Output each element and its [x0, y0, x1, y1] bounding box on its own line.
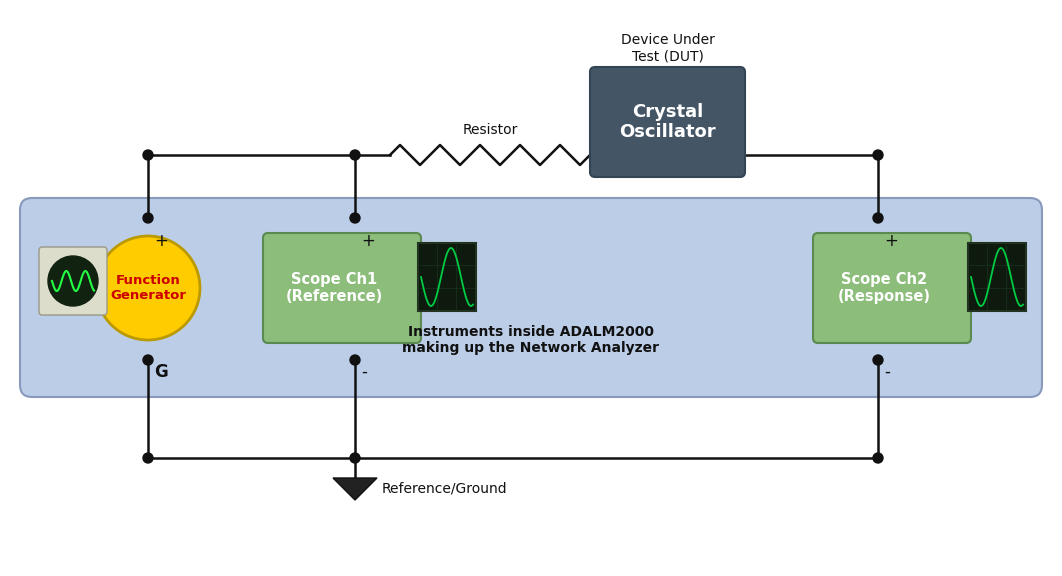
Circle shape	[873, 355, 883, 365]
Circle shape	[873, 150, 883, 160]
Text: G: G	[154, 363, 168, 381]
FancyBboxPatch shape	[418, 243, 476, 311]
Text: -: -	[884, 363, 890, 381]
FancyBboxPatch shape	[20, 198, 1042, 397]
Circle shape	[873, 213, 883, 223]
Circle shape	[143, 213, 153, 223]
Text: Function
Generator: Function Generator	[110, 274, 186, 302]
Circle shape	[143, 150, 153, 160]
FancyBboxPatch shape	[590, 67, 746, 177]
Text: -: -	[361, 363, 366, 381]
Circle shape	[350, 355, 360, 365]
Text: Resistor: Resistor	[462, 123, 517, 137]
Text: +: +	[154, 232, 168, 250]
Circle shape	[350, 150, 360, 160]
Text: Scope Ch1
(Reference): Scope Ch1 (Reference)	[286, 272, 382, 304]
Circle shape	[96, 236, 200, 340]
FancyBboxPatch shape	[263, 233, 421, 343]
Circle shape	[143, 453, 153, 463]
FancyBboxPatch shape	[39, 247, 107, 315]
Text: Scope Ch2
(Response): Scope Ch2 (Response)	[838, 272, 930, 304]
Circle shape	[143, 355, 153, 365]
Text: +: +	[884, 232, 897, 250]
Text: Device Under
Test (DUT): Device Under Test (DUT)	[620, 33, 715, 63]
Circle shape	[350, 453, 360, 463]
Text: Reference/Ground: Reference/Ground	[382, 482, 508, 496]
Text: +: +	[361, 232, 375, 250]
FancyBboxPatch shape	[813, 233, 971, 343]
Text: Instruments inside ADALM2000
making up the Network Analyzer: Instruments inside ADALM2000 making up t…	[402, 325, 660, 355]
Text: Crystal
Oscillator: Crystal Oscillator	[619, 103, 716, 141]
Circle shape	[873, 453, 883, 463]
Circle shape	[350, 213, 360, 223]
Circle shape	[48, 256, 98, 306]
FancyBboxPatch shape	[967, 243, 1026, 311]
Polygon shape	[333, 478, 377, 500]
